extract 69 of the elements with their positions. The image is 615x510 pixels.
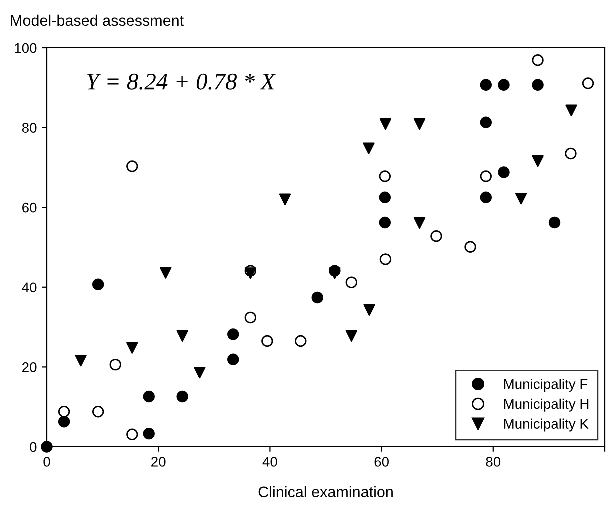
point bbox=[532, 155, 544, 168]
point bbox=[480, 192, 492, 204]
point bbox=[126, 342, 138, 354]
point bbox=[532, 79, 544, 91]
legend-label: Municipality H bbox=[504, 398, 589, 412]
point bbox=[379, 216, 391, 229]
point bbox=[228, 354, 240, 366]
point bbox=[346, 276, 358, 288]
point bbox=[41, 441, 53, 453]
point bbox=[379, 170, 391, 182]
y-tick-label: 60 bbox=[22, 202, 37, 213]
point bbox=[92, 278, 104, 290]
y-tick-label: 20 bbox=[22, 362, 37, 372]
point bbox=[176, 330, 188, 342]
point bbox=[58, 416, 70, 428]
point bbox=[566, 104, 578, 116]
point bbox=[346, 330, 358, 342]
point bbox=[312, 292, 324, 304]
point bbox=[480, 170, 492, 182]
point bbox=[228, 328, 240, 340]
x-tick-label: 60 bbox=[374, 457, 389, 467]
legend-label: Municipality K bbox=[504, 418, 589, 432]
point bbox=[92, 406, 104, 418]
point bbox=[58, 406, 70, 418]
point bbox=[582, 78, 594, 90]
y-axis-title: Model-based assessment bbox=[11, 14, 184, 26]
point bbox=[515, 192, 528, 205]
point bbox=[414, 118, 426, 130]
point bbox=[464, 241, 476, 253]
point bbox=[414, 217, 426, 230]
point bbox=[498, 79, 510, 91]
point bbox=[176, 390, 188, 403]
point bbox=[244, 312, 257, 324]
point bbox=[110, 358, 122, 371]
point bbox=[194, 366, 206, 379]
y-tick-label: 80 bbox=[22, 123, 37, 133]
x-tick-label: 0 bbox=[44, 457, 50, 467]
point bbox=[480, 116, 492, 128]
x-tick-label: 80 bbox=[486, 457, 501, 467]
point bbox=[380, 118, 392, 130]
y-tick-label: 40 bbox=[22, 282, 37, 293]
y-tick-label: 100 bbox=[15, 43, 37, 54]
annotation: Y = 8.24 + 0.78 * X bbox=[87, 74, 276, 90]
point bbox=[75, 354, 87, 367]
point bbox=[379, 192, 391, 204]
point bbox=[279, 194, 292, 206]
point bbox=[498, 166, 510, 178]
point bbox=[126, 160, 138, 172]
point bbox=[329, 268, 341, 280]
point bbox=[143, 390, 155, 403]
point bbox=[295, 335, 307, 348]
x-tick-label: 20 bbox=[152, 457, 166, 467]
point bbox=[262, 335, 274, 348]
point bbox=[532, 54, 544, 66]
x-axis-title: Clinical examination bbox=[258, 486, 393, 498]
point bbox=[364, 304, 376, 316]
point bbox=[126, 428, 138, 440]
x-tick-label: 40 bbox=[262, 457, 278, 467]
point bbox=[143, 428, 155, 440]
point bbox=[480, 79, 492, 91]
y-tick-label: 0 bbox=[30, 442, 37, 452]
point bbox=[244, 268, 257, 280]
point bbox=[548, 216, 561, 229]
point bbox=[430, 230, 442, 242]
point bbox=[380, 254, 392, 266]
point bbox=[363, 142, 375, 154]
point bbox=[160, 267, 172, 279]
point bbox=[565, 148, 577, 160]
legend-label: Municipality F bbox=[504, 378, 588, 392]
